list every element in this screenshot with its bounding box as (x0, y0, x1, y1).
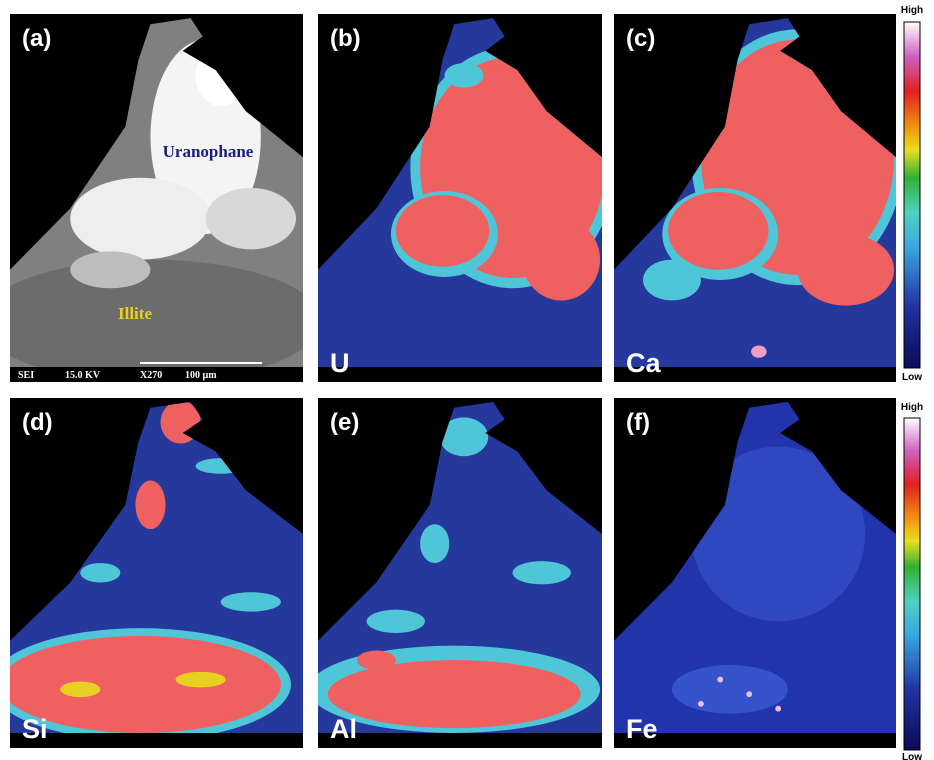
map-region (221, 592, 281, 611)
map-region (135, 481, 165, 530)
map-region (522, 219, 600, 301)
panel-label: (d) (22, 409, 53, 436)
map-region (206, 188, 296, 249)
map-region (746, 691, 752, 697)
map-region (775, 706, 781, 712)
panel: (f) Fe (614, 398, 896, 748)
map-region (643, 260, 701, 301)
map-region (70, 251, 150, 288)
colorbar-high: High (901, 402, 923, 413)
colorbar-high: High (901, 5, 923, 16)
annotation: Illite (118, 304, 152, 323)
map-region (717, 677, 723, 683)
footer-text: 15.0 KV (65, 370, 101, 381)
map-region (420, 524, 449, 563)
page: Elemental maps html, body { margin: 0; p… (0, 0, 934, 760)
panel-label: (b) (330, 25, 361, 52)
colorbar-gradient (904, 22, 920, 368)
element-label: U (330, 348, 350, 378)
element-label: Fe (626, 714, 658, 744)
colorbar: High Low (901, 5, 923, 383)
map-region (698, 701, 704, 707)
map-region (357, 650, 396, 669)
page-body: {"panels": [ {"label": "(a)", "annotatio… (0, 0, 934, 760)
footer-text: SEI (18, 370, 34, 381)
annotation: Uranophane (163, 142, 254, 161)
map-region (60, 682, 100, 698)
element-label: Si (22, 714, 48, 744)
panel: (b) U (318, 14, 615, 382)
map-region (751, 346, 766, 358)
map-region (80, 563, 120, 582)
map-region (797, 234, 894, 306)
map-region (513, 561, 571, 584)
figure: (a)UranophaneIlliteSEI15.0 KVX270100 µm(… (0, 0, 934, 760)
panel-label: (e) (330, 409, 359, 436)
map-region (396, 195, 489, 267)
footer-text: X270 (140, 370, 162, 381)
map-region (367, 610, 425, 633)
map-region (444, 63, 483, 88)
panel: (a) Uranophane Illite SEI 15.0 KV X270 100 µm (0, 14, 321, 382)
element-label: Al (330, 714, 357, 744)
panel: (e) Al (308, 398, 602, 748)
colorbar-gradient (904, 418, 920, 750)
panel-label: (c) (626, 25, 655, 52)
panel: (d) Si (0, 398, 303, 748)
footer-text: 100 µm (185, 370, 217, 381)
colorbar-low: Low (902, 752, 922, 760)
map-region (70, 178, 210, 260)
map-region (672, 665, 788, 714)
panel-label: (a) (22, 25, 51, 52)
element-label: Ca (626, 348, 661, 378)
map-region (328, 660, 581, 728)
panel: (c) Ca (614, 14, 904, 382)
panel-label: (f) (626, 409, 650, 436)
colorbar: High Low (901, 402, 923, 760)
colorbar-low: Low (902, 372, 922, 383)
map-region (176, 672, 226, 688)
map-region (668, 192, 768, 270)
